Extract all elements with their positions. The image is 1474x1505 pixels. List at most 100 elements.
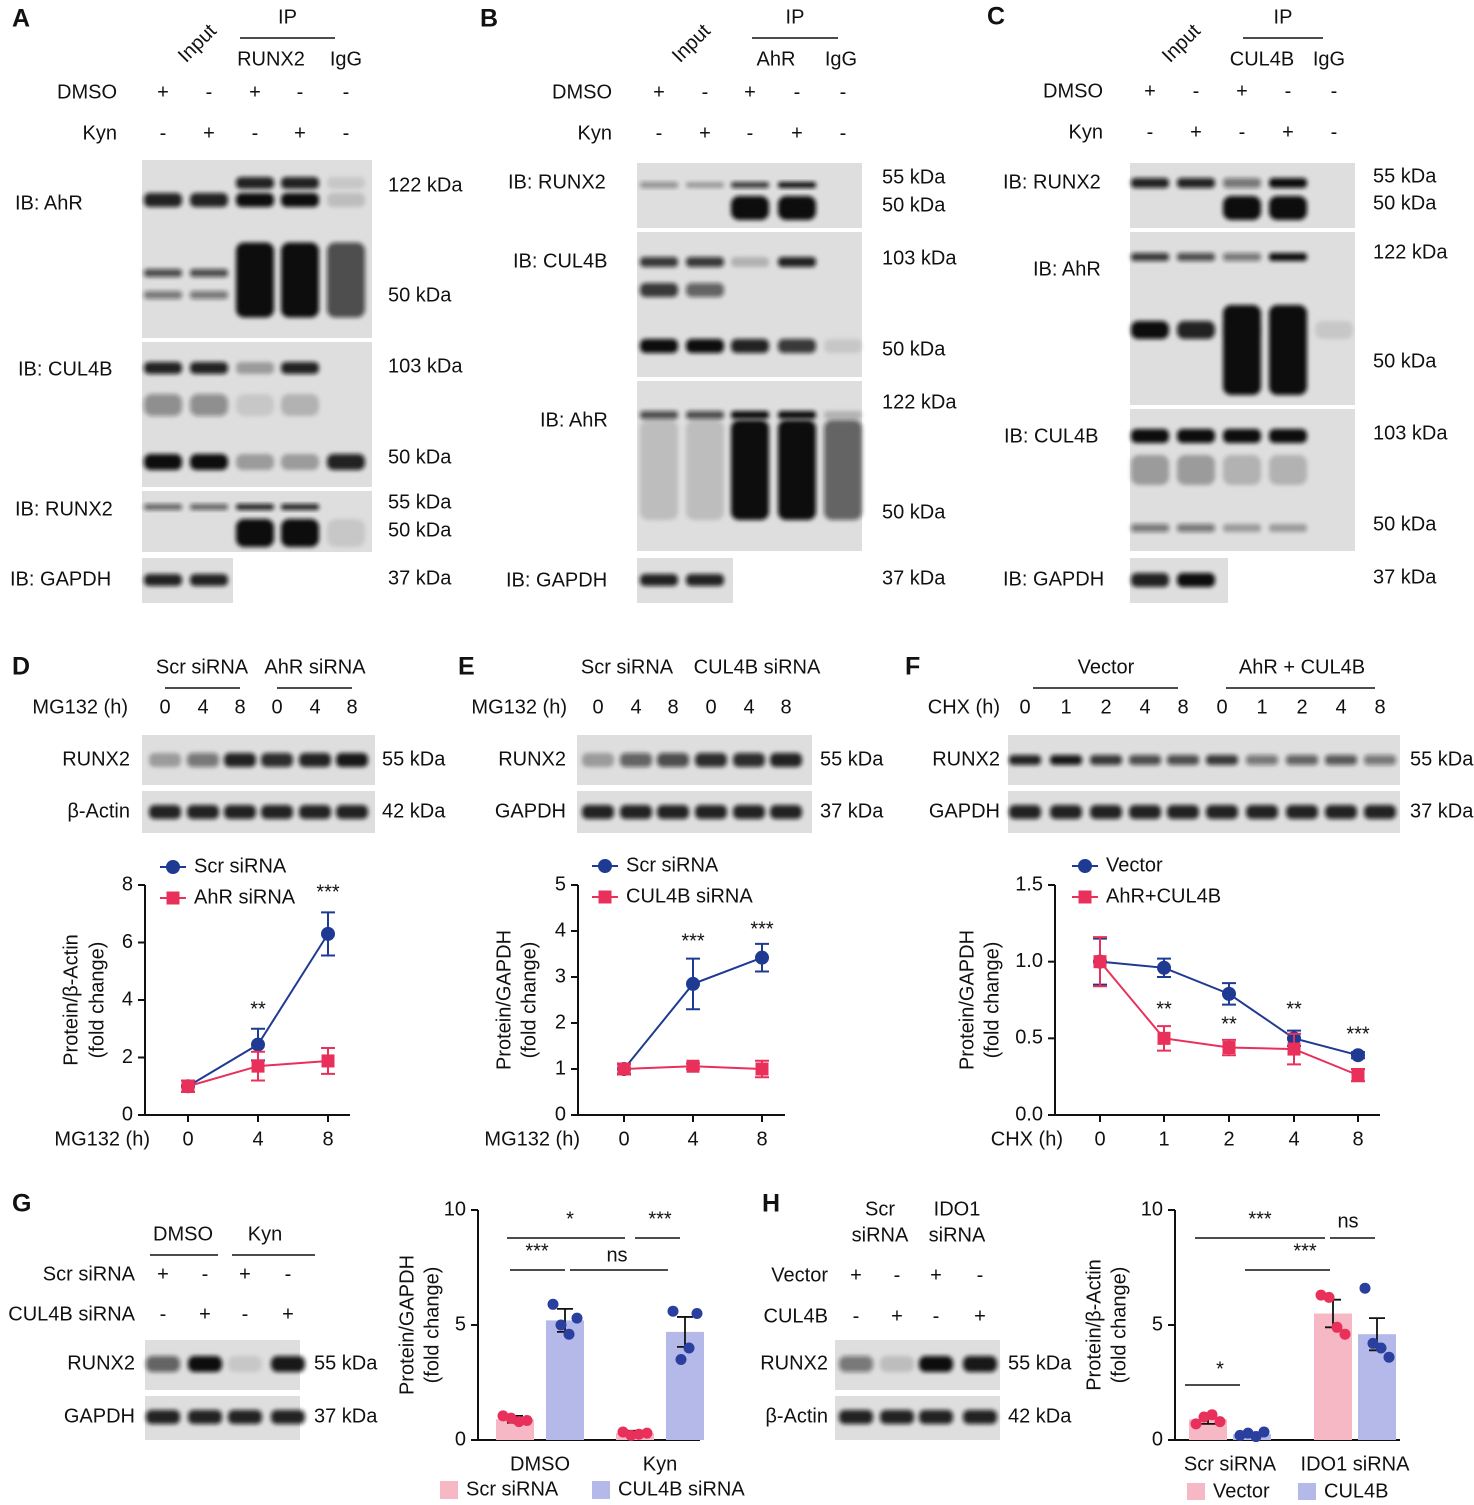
band: [695, 753, 727, 767]
annotation: ***: [316, 881, 340, 903]
band: [778, 411, 816, 419]
data-point: [1359, 1282, 1371, 1294]
y-tick-label: 0: [122, 1103, 133, 1125]
band: [144, 193, 182, 207]
y-tick-label: 0.5: [1015, 1027, 1043, 1049]
data-point: [667, 1305, 679, 1317]
data-marker: [1157, 1031, 1171, 1045]
lane-label: -: [242, 1303, 249, 1325]
band: [187, 753, 219, 767]
marker-label: 50 kDa: [388, 284, 452, 306]
lane-label: -: [853, 1305, 860, 1327]
lane-label: -: [840, 122, 847, 144]
marker-label: 50 kDa: [882, 194, 946, 216]
blot-label: RUNX2: [498, 748, 566, 770]
blot-label: β-Actin: [765, 1405, 828, 1427]
x-tick-label: 4: [687, 1128, 698, 1150]
annotation: ***: [750, 918, 774, 940]
lane-label: 8: [780, 696, 791, 718]
lane-label: -: [1147, 121, 1154, 143]
data-marker: [617, 1062, 631, 1076]
blot-label: IB: CUL4B: [1004, 425, 1098, 447]
band: [1223, 196, 1261, 220]
y-axis-label: (fold change): [1108, 1267, 1130, 1384]
condition-label: DMSO: [552, 81, 612, 103]
band: [963, 1356, 997, 1372]
data-point: [683, 1342, 695, 1354]
band: [731, 196, 769, 220]
band: [1223, 455, 1261, 485]
data-point: [1214, 1416, 1226, 1428]
lane-label: 0: [705, 696, 716, 718]
band: [1364, 805, 1396, 819]
lane-label: 1: [1060, 696, 1071, 718]
lane-label: -: [206, 81, 213, 103]
blot-label: RUNX2: [62, 748, 130, 770]
blot-label: IB: AhR: [15, 192, 83, 214]
band: [149, 805, 181, 819]
y-tick-label: 6: [122, 931, 133, 953]
band: [620, 805, 652, 819]
band: [190, 394, 228, 416]
lane-label: +: [1282, 121, 1294, 143]
data-marker: [1351, 1068, 1365, 1082]
marker-label: 55 kDa: [882, 166, 946, 188]
band: [190, 193, 228, 207]
band: [695, 805, 727, 819]
y-tick-label: 4: [555, 919, 566, 941]
band: [640, 283, 678, 297]
data-marker: [1287, 1042, 1301, 1056]
band: [963, 1410, 997, 1424]
lane-label: 8: [1374, 696, 1385, 718]
band: [144, 291, 182, 299]
band: [144, 394, 182, 416]
band: [236, 193, 274, 207]
legend-marker: [598, 859, 612, 873]
band: [327, 519, 365, 547]
blot-label: GAPDH: [495, 800, 566, 822]
band: [281, 242, 319, 318]
y-tick-label: 5: [555, 873, 566, 895]
band: [657, 805, 689, 819]
condition-label: Scr siRNA: [43, 1263, 136, 1285]
band: [1050, 755, 1082, 765]
band: [731, 420, 769, 520]
lane-label: 4: [630, 696, 641, 718]
group-label: Kyn: [248, 1223, 282, 1245]
marker-label: 55 kDa: [388, 491, 452, 513]
blot-label: GAPDH: [929, 800, 1000, 822]
panel-letter: B: [480, 5, 498, 33]
condition-label: DMSO: [1043, 80, 1103, 102]
band: [188, 1410, 222, 1424]
marker-label: 50 kDa: [388, 519, 452, 541]
band: [190, 574, 228, 586]
lane-label: -: [160, 122, 167, 144]
band: [1009, 805, 1041, 819]
blot-label: RUNX2: [760, 1352, 828, 1374]
panel-letter: C: [987, 3, 1005, 31]
lane-label: +: [699, 122, 711, 144]
data-marker: [755, 950, 769, 965]
band: [1131, 178, 1169, 188]
annotation: **: [1286, 998, 1302, 1020]
band: [281, 362, 319, 374]
band: [281, 454, 319, 470]
band: [236, 519, 274, 547]
lane-label: -: [933, 1305, 940, 1327]
y-tick-label: 2: [122, 1046, 133, 1068]
data-point: [1250, 1431, 1262, 1443]
x-tick-label: IDO1 siRNA: [1301, 1453, 1411, 1475]
blot: [637, 232, 862, 377]
band: [146, 1356, 180, 1372]
y-axis-label: (fold change): [981, 942, 1003, 1059]
marker-label: 55 kDa: [1373, 165, 1437, 187]
legend-label: AhR+CUL4B: [1106, 885, 1221, 907]
band: [149, 753, 181, 767]
data-point: [641, 1427, 653, 1439]
annotation: ns: [606, 1244, 627, 1266]
lane-label: -: [656, 122, 663, 144]
data-marker: [251, 1059, 265, 1073]
y-axis-label: (fold change): [518, 942, 540, 1059]
annotation: *: [1216, 1358, 1224, 1380]
band: [146, 1410, 180, 1424]
